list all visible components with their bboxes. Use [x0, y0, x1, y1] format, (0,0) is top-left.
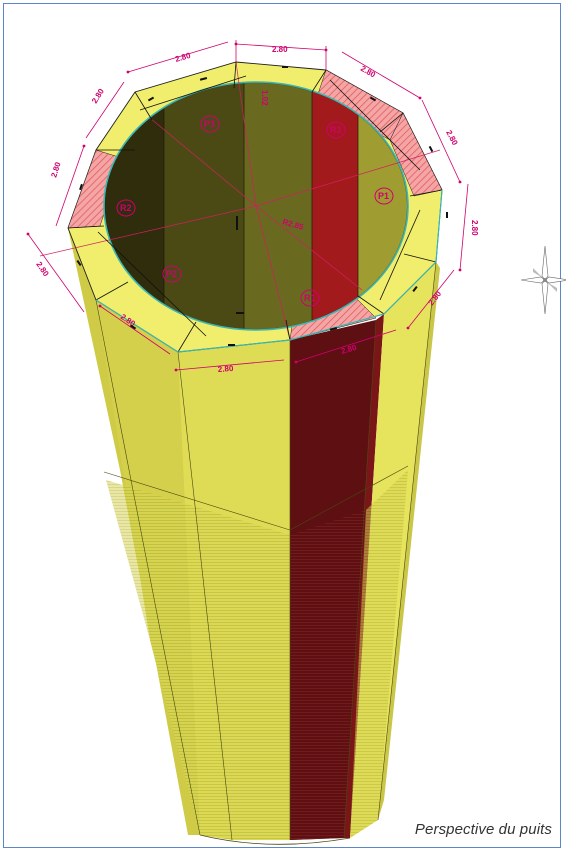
dim-label-right-upper: 2.80	[444, 129, 460, 147]
tag-r2-label: R2	[120, 203, 132, 213]
shaft-lower-band-yellow	[106, 480, 290, 840]
dim-label-front: 2.80	[218, 364, 235, 374]
shaft-lower-band-red	[290, 510, 366, 840]
ring-glyph-marks	[76, 66, 448, 346]
tag-p2: P2	[162, 265, 182, 283]
figure-caption: Perspective du puits	[414, 821, 552, 838]
tag-p2-label: P2	[166, 269, 177, 279]
tag-r2: R2	[116, 199, 136, 217]
tag-p3-label: P3	[204, 119, 215, 129]
ring-segment-lines	[67, 61, 443, 353]
tag-r1: R1	[300, 289, 320, 307]
ring-cyan-outline	[95, 189, 443, 353]
tag-p1-label: P1	[378, 191, 389, 201]
hatched-block-right	[389, 112, 443, 197]
dim-label-top: 2.80	[272, 45, 288, 54]
dim-label-small: 1.02	[260, 90, 269, 106]
tag-r3-label: R3	[330, 125, 342, 135]
shaft-face-right-edge	[378, 262, 440, 820]
shaft-body	[68, 228, 440, 845]
shaft-top-ring	[39, 61, 443, 353]
dim-label-left-upper: 2.80	[90, 87, 106, 105]
tag-r3: R3	[326, 121, 346, 139]
tag-r1-label: R1	[304, 293, 316, 303]
shaft-lower-band-right	[350, 470, 408, 838]
dimension-ticks	[26, 42, 462, 372]
tag-p1: P1	[374, 187, 394, 205]
dim-label-right: 2.80	[470, 220, 479, 236]
dim-label-front-right: 2.80	[340, 343, 358, 356]
tag-p3: P3	[200, 115, 220, 133]
shaft-bottom	[199, 834, 351, 845]
dim-label-left: 2.80	[49, 161, 63, 179]
dimension-lines	[27, 40, 469, 371]
dim-label-top-right: 2.80	[359, 64, 377, 80]
dim-label-top-left: 2.80	[174, 51, 192, 64]
north-arrow-icon	[520, 245, 566, 315]
